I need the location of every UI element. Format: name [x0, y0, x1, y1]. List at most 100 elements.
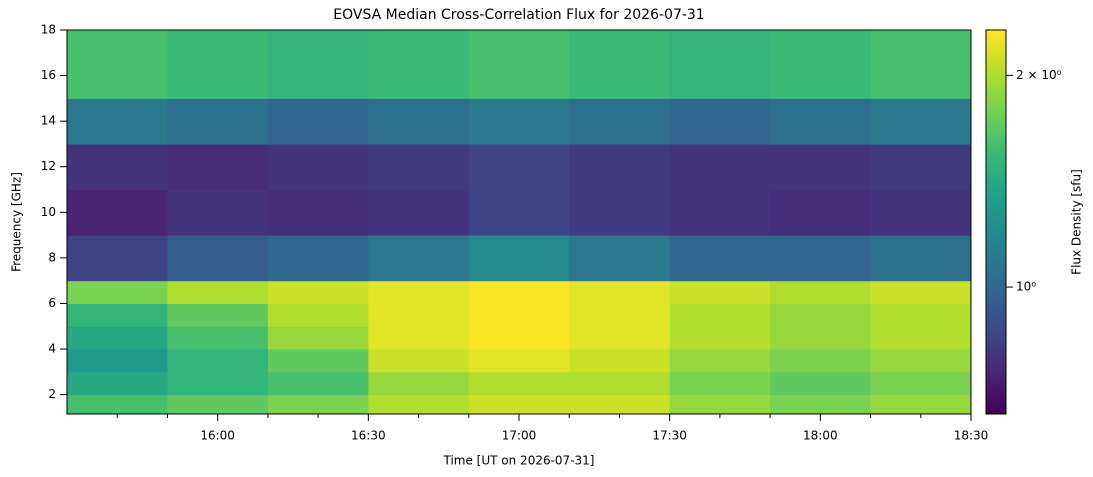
y-tick-label: 6	[48, 296, 56, 310]
heatmap-cell	[870, 280, 972, 304]
heatmap-cell	[67, 280, 168, 304]
y-tick-label: 12	[41, 159, 56, 173]
heatmap-cell	[167, 98, 269, 145]
heatmap-cell	[267, 394, 369, 415]
heatmap-cell	[770, 394, 872, 415]
heatmap-cell	[870, 303, 972, 327]
heatmap-cell	[67, 189, 168, 236]
heatmap-cell	[167, 143, 269, 191]
heatmap-cell	[569, 98, 671, 145]
heatmap-cell	[267, 371, 369, 396]
heatmap-cell	[267, 349, 369, 373]
heatmap-cell	[368, 235, 470, 282]
heatmap-cell	[770, 371, 872, 396]
heatmap-cell	[368, 189, 470, 236]
x-tick-label: 17:30	[652, 429, 687, 443]
heatmap-cell	[669, 303, 771, 327]
heatmap-cell	[468, 280, 570, 304]
heatmap-cell	[368, 280, 470, 304]
heatmap-cell	[468, 189, 570, 236]
heatmap-cell	[167, 280, 269, 304]
heatmap-cell	[267, 326, 369, 350]
x-tick-label: 18:30	[954, 429, 989, 443]
heatmap-cell	[67, 30, 168, 99]
heatmap-cell	[770, 280, 872, 304]
heatmap-cell	[167, 303, 269, 327]
heatmap-cell	[870, 349, 972, 373]
x-tick-label: 16:00	[200, 429, 235, 443]
heatmap-cell	[368, 30, 470, 99]
heatmap-cell	[67, 98, 168, 145]
colorbar	[985, 29, 1007, 415]
y-tick-label: 8	[48, 250, 56, 264]
heatmap-cell	[468, 235, 570, 282]
heatmap-cell	[870, 30, 972, 99]
heatmap-cell	[368, 303, 470, 327]
colorbar-tick-label: 10⁰	[1016, 280, 1036, 294]
heatmap-cell	[669, 98, 771, 145]
heatmap-cell	[267, 30, 369, 99]
heatmap-cell	[67, 303, 168, 327]
heatmap-cell	[669, 326, 771, 350]
heatmap-cell	[67, 349, 168, 373]
heatmap-cell	[870, 235, 972, 282]
heatmap-cell	[468, 30, 570, 99]
x-tick-label: 17:00	[502, 429, 537, 443]
heatmap-cell	[770, 189, 872, 236]
chart-title: EOVSA Median Cross-Correlation Flux for …	[333, 7, 704, 23]
heatmap-cell	[267, 280, 369, 304]
heatmap-cell	[167, 349, 269, 373]
colorbar-tick-label: 2 × 10⁰	[1016, 68, 1062, 82]
heatmap-cell	[468, 371, 570, 396]
heatmap-cell	[870, 189, 972, 236]
heatmap-cell	[167, 189, 269, 236]
y-tick-label: 2	[48, 387, 56, 401]
heatmap-cell	[770, 303, 872, 327]
heatmap-cell	[267, 189, 369, 236]
heatmap-cell	[67, 235, 168, 282]
y-tick-label: 4	[48, 342, 56, 356]
heatmap-cell	[669, 394, 771, 415]
heatmap-cell	[569, 189, 671, 236]
heatmap-cell	[569, 235, 671, 282]
x-axis-label: Time [UT on 2026-07-31]	[443, 454, 595, 468]
heatmap-cell	[67, 143, 168, 191]
heatmap-cell	[669, 189, 771, 236]
heatmap-cell	[468, 143, 570, 191]
heatmap-cell	[569, 349, 671, 373]
colorbar-label: Flux Density [sfu]	[1070, 169, 1084, 275]
heatmap-cell	[167, 394, 269, 415]
heatmap-cell	[569, 30, 671, 99]
heatmap-cell	[569, 303, 671, 327]
heatmap-cell	[67, 326, 168, 350]
heatmap-cell	[468, 303, 570, 327]
heatmap-cell	[368, 326, 470, 350]
heatmap-cell	[569, 143, 671, 191]
heatmap-cell	[67, 394, 168, 415]
heatmap-cell	[669, 30, 771, 99]
heatmap-cell	[770, 349, 872, 373]
heatmap-cell	[669, 235, 771, 282]
heatmap-cell	[468, 394, 570, 415]
heatmap-cell	[569, 371, 671, 396]
heatmap-cell	[167, 30, 269, 99]
heatmap-cell	[468, 98, 570, 145]
heatmap-cell	[468, 326, 570, 350]
heatmap-cell	[569, 280, 671, 304]
y-tick-label: 16	[41, 68, 56, 82]
y-tick-label: 18	[41, 23, 56, 37]
heatmap-cell	[870, 394, 972, 415]
heatmap-cell	[669, 143, 771, 191]
heatmap-cell	[770, 235, 872, 282]
heatmap-cell	[368, 371, 470, 396]
heatmap-cell	[770, 326, 872, 350]
heatmap-cell	[669, 349, 771, 373]
heatmap-cell	[569, 394, 671, 415]
y-tick-label: 14	[41, 114, 56, 128]
heatmap-cell	[770, 143, 872, 191]
heatmap-cell	[468, 349, 570, 373]
heatmap-cell	[870, 326, 972, 350]
heatmap-cell	[267, 143, 369, 191]
heatmap-cell	[368, 98, 470, 145]
